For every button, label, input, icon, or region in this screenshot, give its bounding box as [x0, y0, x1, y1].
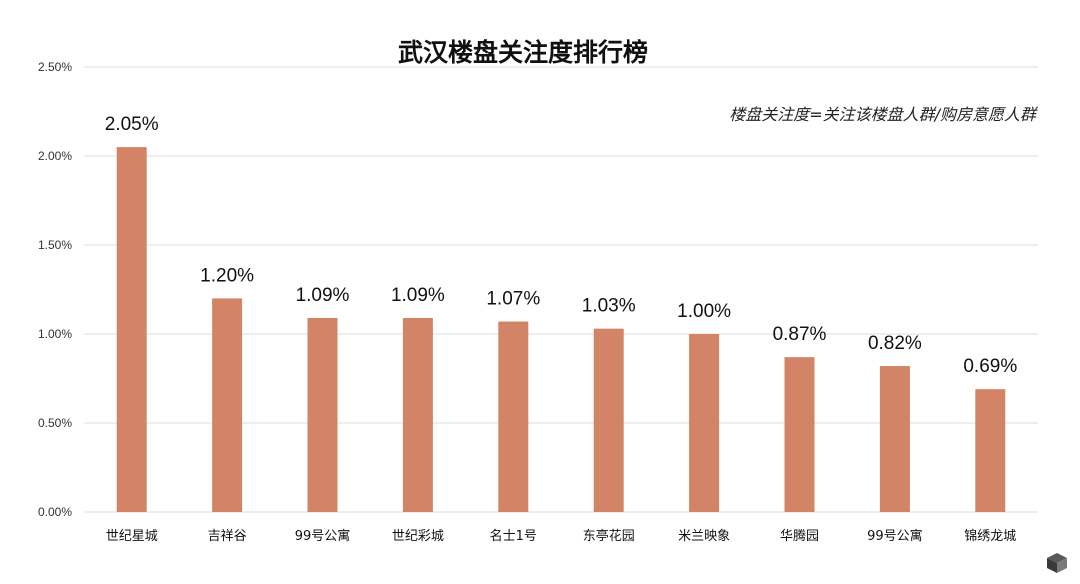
- y-tick-label: 2.00%: [38, 149, 72, 163]
- bar: [593, 328, 624, 512]
- bar: [784, 357, 815, 512]
- bars: [116, 147, 1006, 512]
- bar: [402, 317, 433, 512]
- bar: [689, 334, 720, 512]
- bar: [212, 298, 243, 512]
- bar: [116, 147, 147, 512]
- data-label: 1.20%: [200, 265, 254, 286]
- x-tick-label: 华腾园: [780, 528, 819, 544]
- watermark-logo-icon: [1047, 553, 1067, 573]
- x-tick-label: 世纪星城: [106, 529, 158, 544]
- chart-annotation: 楼盘关注度=关注该楼盘人群/购房意愿人群: [729, 105, 1039, 124]
- x-tick-label: 名士1号: [490, 528, 537, 544]
- bar: [307, 317, 338, 512]
- bar: [498, 321, 529, 512]
- bar: [879, 366, 910, 512]
- chart-title: 武汉楼盘关注度排行榜: [398, 38, 648, 67]
- data-label: 0.69%: [963, 356, 1017, 377]
- data-label: 1.00%: [677, 301, 731, 322]
- data-labels: 2.05% 1.20% 1.09% 1.09% 1.07% 1.03% 1.00% 0.87%…: [105, 114, 1018, 377]
- x-tick-label: 99号公寓: [295, 528, 351, 544]
- x-tick-label: 米兰映象: [678, 529, 730, 544]
- x-axis-ticks: 世纪星城 吉祥谷 99号公寓 世纪彩城 名士1号 东亭花园 米兰映象 华腾园 99号公寓 锦绣龙城: [106, 528, 1017, 544]
- gridlines: [84, 66, 1038, 513]
- y-tick-label: 0.00%: [38, 505, 72, 519]
- bar: [975, 389, 1006, 512]
- y-tick-label: 0.50%: [38, 416, 72, 430]
- y-tick-label: 1.00%: [38, 327, 72, 341]
- y-tick-label: 1.50%: [38, 238, 72, 252]
- x-tick-label: 吉祥谷: [208, 529, 247, 544]
- data-label: 1.07%: [486, 289, 540, 310]
- x-tick-label: 99号公寓: [867, 528, 923, 544]
- data-label: 1.09%: [391, 285, 445, 306]
- x-tick-label: 世纪彩城: [392, 529, 444, 544]
- data-label: 0.87%: [773, 324, 827, 345]
- data-label: 1.09%: [296, 285, 350, 306]
- x-tick-label: 锦绣龙城: [964, 529, 1016, 544]
- y-axis-ticks: 0.00% 0.50% 1.00% 1.50% 2.00% 2.50%: [38, 60, 72, 519]
- data-label: 1.03%: [582, 296, 636, 317]
- data-label: 0.82%: [868, 333, 922, 354]
- data-label: 2.05%: [105, 114, 159, 135]
- x-tick-label: 东亭花园: [583, 528, 635, 544]
- y-tick-label: 2.50%: [38, 60, 72, 74]
